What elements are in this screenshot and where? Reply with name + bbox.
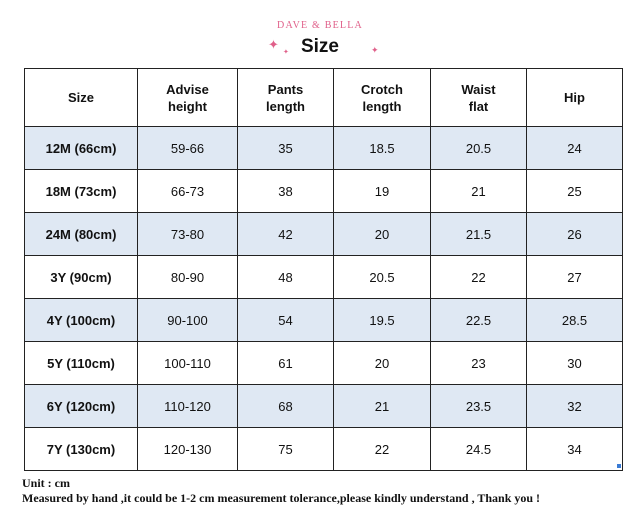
- table-cell: 18.5: [333, 126, 431, 170]
- header-cell: Hip: [526, 68, 623, 127]
- header-cell: Size: [24, 68, 138, 127]
- table-cell: 61: [237, 341, 334, 385]
- table-cell: 21.5: [430, 212, 527, 256]
- sparkle-icon: ✦: [371, 45, 379, 55]
- table-cell: 22: [333, 427, 431, 471]
- table-cell: 20.5: [430, 126, 527, 170]
- table-cell: 120-130: [137, 427, 238, 471]
- table-cell: 24.5: [430, 427, 527, 471]
- header-cell: Waist flat: [430, 68, 527, 127]
- table-row: 7Y (130cm) 120-130 75 22 24.5 34: [24, 427, 623, 471]
- table-row: 3Y (90cm) 80-90 48 20.5 22 27: [24, 255, 623, 299]
- table-row: 12M (66cm) 59-66 35 18.5 20.5 24: [24, 126, 623, 170]
- table-cell: 38: [237, 169, 334, 213]
- table-cell: 25: [526, 169, 623, 213]
- header-cell: Pants length: [237, 68, 334, 127]
- table-cell: 21: [430, 169, 527, 213]
- unit-label: Unit : cm: [22, 476, 70, 490]
- table-cell: 20: [333, 212, 431, 256]
- table-cell: 21: [333, 384, 431, 428]
- table-cell: 23.5: [430, 384, 527, 428]
- size-chart-table: Size Advise height Pants length Crotch l…: [24, 68, 623, 471]
- table-cell: 59-66: [137, 126, 238, 170]
- table-cell: 35: [237, 126, 334, 170]
- page-title: Size: [300, 36, 340, 57]
- header-cell: Advise height: [137, 68, 238, 127]
- table-row: 24M (80cm) 73-80 42 20 21.5 26: [24, 212, 623, 256]
- table-cell: 28.5: [526, 298, 623, 342]
- table-cell: 30: [526, 341, 623, 385]
- table-row: 18M (73cm) 66-73 38 19 21 25: [24, 169, 623, 213]
- table-cell: 48: [237, 255, 334, 299]
- brand-logo-text: DAVE & BELLA: [277, 20, 363, 31]
- sparkle-icon: ✦: [283, 49, 289, 56]
- size-cell: 5Y (110cm): [24, 341, 138, 385]
- measurement-note: Measured by hand ,it could be 1-2 cm mea…: [22, 491, 541, 505]
- sparkle-icon: ✦: [268, 37, 279, 52]
- header-row: Size Advise height Pants length Crotch l…: [24, 68, 623, 127]
- table-cell: 68: [237, 384, 334, 428]
- size-cell: 24M (80cm): [24, 212, 138, 256]
- table-row: 6Y (120cm) 110-120 68 21 23.5 32: [24, 384, 623, 428]
- table-cell: 23: [430, 341, 527, 385]
- table-cell: 19: [333, 169, 431, 213]
- table-cell: 75: [237, 427, 334, 471]
- size-cell: 6Y (120cm): [24, 384, 138, 428]
- table-cell: 22.5: [430, 298, 527, 342]
- size-cell: 7Y (130cm): [24, 427, 138, 471]
- size-cell: 3Y (90cm): [24, 255, 138, 299]
- table-cell: 66-73: [137, 169, 238, 213]
- table-cell: 73-80: [137, 212, 238, 256]
- title-row: ✦ ✦ Size ✦: [0, 34, 640, 60]
- size-cell: 12M (66cm): [24, 126, 138, 170]
- size-cell: 18M (73cm): [24, 169, 138, 213]
- table-cell: 20: [333, 341, 431, 385]
- table-cell: 110-120: [137, 384, 238, 428]
- corner-mark: [617, 464, 621, 468]
- table-cell: 34: [526, 427, 623, 471]
- table-cell: 100-110: [137, 341, 238, 385]
- table-row: 4Y (100cm) 90-100 54 19.5 22.5 28.5: [24, 298, 623, 342]
- table-cell: 80-90: [137, 255, 238, 299]
- table-cell: 22: [430, 255, 527, 299]
- table-cell: 26: [526, 212, 623, 256]
- size-cell: 4Y (100cm): [24, 298, 138, 342]
- table-cell: 20.5: [333, 255, 431, 299]
- table-row: 5Y (110cm) 100-110 61 20 23 30: [24, 341, 623, 385]
- table-cell: 19.5: [333, 298, 431, 342]
- table-cell: 27: [526, 255, 623, 299]
- table-cell: 32: [526, 384, 623, 428]
- table-cell: 42: [237, 212, 334, 256]
- header-cell: Crotch length: [333, 68, 431, 127]
- table-cell: 54: [237, 298, 334, 342]
- table-cell: 24: [526, 126, 623, 170]
- table-cell: 90-100: [137, 298, 238, 342]
